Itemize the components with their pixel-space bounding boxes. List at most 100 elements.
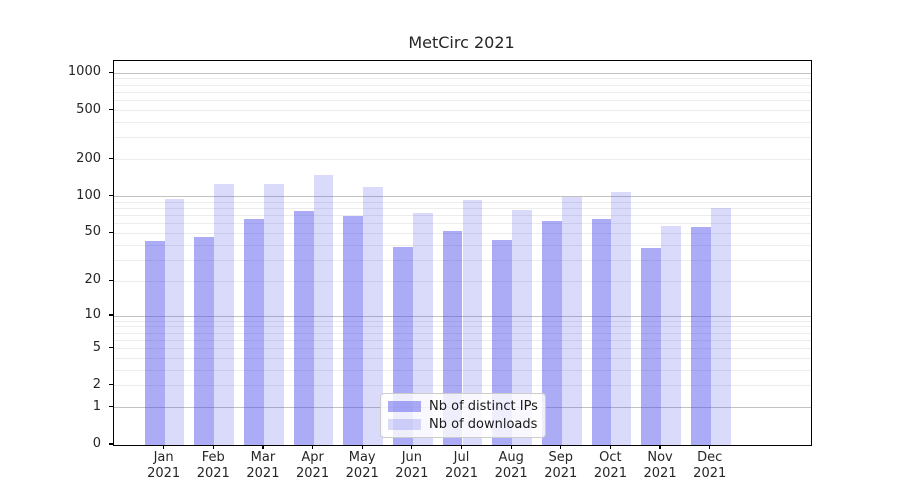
bar-distinct-ips: [541, 221, 562, 445]
y-axis-tick-label: 200: [76, 150, 101, 166]
bar-distinct-ips: [591, 218, 612, 445]
x-tick-mark: [560, 445, 562, 450]
y-axis-tick-label: 20: [84, 272, 101, 288]
x-axis-tick-label: Dec 2021: [693, 450, 727, 481]
gridline-minor: [114, 326, 811, 328]
x-tick-mark: [311, 445, 314, 450]
bar-downloads: [561, 196, 582, 445]
bar-downloads: [263, 184, 284, 445]
x-tick-mark: [361, 445, 363, 450]
bar-downloads: [710, 207, 731, 445]
x-axis-tick-label: Jul 2021: [444, 450, 479, 481]
gridline-minor: [114, 385, 811, 387]
gridline-minor: [114, 201, 811, 203]
y-axis-tick-label: 1000: [67, 64, 101, 80]
y-tick-mark: [109, 71, 113, 73]
gridline-minor: [114, 280, 811, 282]
bar-downloads: [512, 209, 532, 445]
y-axis-tick-label: 5: [92, 339, 101, 355]
gridline-minor: [114, 259, 811, 261]
x-tick-mark: [659, 445, 661, 450]
y-tick-mark: [109, 443, 113, 445]
gridline-minor: [114, 159, 811, 161]
legend-swatch-downloads: [388, 419, 421, 430]
y-axis-tick-label: 10: [84, 307, 101, 322]
gridline-minor: [114, 100, 811, 102]
gridline-minor: [114, 357, 811, 359]
x-axis-tick-label: Apr 2021: [296, 450, 330, 481]
bar-downloads: [313, 175, 334, 445]
y-axis-tick-label: 2: [92, 376, 101, 392]
x-axis-tick-label: Aug 2021: [494, 450, 528, 481]
legend-label-distinct-ips: Nb of distinct IPs: [429, 399, 538, 414]
y-tick-mark: [109, 158, 113, 160]
y-tick-mark: [109, 314, 113, 316]
bar-distinct-ips: [343, 215, 364, 445]
y-axis-tick-label: 1: [92, 398, 101, 414]
bar-downloads: [462, 200, 483, 445]
x-axis-tick-label: Feb 2021: [196, 450, 230, 481]
gridline-minor: [114, 122, 811, 124]
bar-distinct-ips: [244, 218, 264, 445]
y-axis-tick-label: 100: [76, 187, 101, 203]
bar-distinct-ips: [641, 247, 662, 445]
x-tick-mark: [609, 445, 612, 450]
y-tick-mark: [109, 384, 113, 386]
legend: Nb of distinct IPs Nb of downloads: [380, 393, 546, 438]
bar-downloads: [363, 187, 384, 445]
legend-swatch-distinct-ips: [388, 401, 421, 412]
legend-label-downloads: Nb of downloads: [429, 417, 538, 432]
gridline-major: [114, 315, 811, 317]
x-axis-tick-label: Sep 2021: [544, 450, 578, 481]
bar-downloads: [661, 225, 681, 445]
legend-item-distinct-ips: Nb of distinct IPs: [388, 399, 545, 414]
x-axis-tick-label: Jan 2021: [147, 450, 181, 481]
y-tick-mark: [109, 406, 113, 408]
gridline-major: [114, 72, 811, 74]
gridline-minor: [114, 232, 811, 234]
plot-area: Nb of distinct IPs Nb of downloads: [113, 60, 812, 446]
bar-distinct-ips: [690, 226, 711, 445]
gridline-minor: [114, 137, 811, 139]
x-axis-tick-label: Mar 2021: [246, 450, 280, 481]
x-tick-mark: [510, 445, 512, 450]
gridline-minor: [114, 84, 811, 86]
x-tick-mark: [262, 445, 264, 450]
gridline-minor: [114, 369, 811, 371]
x-tick-mark: [709, 445, 711, 450]
gridline-minor: [114, 320, 811, 322]
chart-title: MetCirc 2021: [408, 33, 515, 52]
bar-downloads: [412, 212, 433, 445]
bar-downloads: [164, 198, 185, 445]
x-axis-tick-label: Jun 2021: [395, 450, 429, 481]
gridline-minor: [114, 78, 811, 80]
gridline-minor: [114, 339, 811, 341]
legend-item-downloads: Nb of downloads: [388, 417, 545, 432]
y-tick-mark: [109, 195, 113, 197]
bar-distinct-ips: [144, 241, 165, 445]
x-axis-tick-label: Nov 2021: [643, 450, 677, 481]
x-tick-mark: [411, 445, 413, 450]
gridline-minor: [114, 348, 811, 350]
gridline-minor: [114, 223, 811, 225]
y-tick-mark: [109, 279, 113, 281]
y-axis-tick-label: 50: [84, 224, 101, 240]
gridline-minor: [114, 244, 811, 246]
y-tick-mark: [109, 108, 113, 111]
y-axis-tick-label: 500: [76, 101, 101, 117]
y-axis-tick-label: 0: [92, 436, 101, 451]
bar-downloads: [214, 184, 235, 445]
gridline-minor: [114, 208, 811, 210]
bar-distinct-ips: [442, 231, 463, 445]
x-tick-mark: [163, 445, 165, 450]
bar-distinct-ips: [293, 210, 314, 445]
x-tick-mark: [460, 445, 463, 450]
gridline-minor: [114, 92, 811, 93]
gridline-minor: [114, 110, 811, 112]
x-axis-tick-label: May 2021: [345, 450, 379, 481]
bar-downloads: [611, 191, 632, 445]
bar-distinct-ips: [194, 236, 215, 445]
y-tick-mark: [109, 231, 113, 234]
gridline-major: [114, 196, 811, 198]
